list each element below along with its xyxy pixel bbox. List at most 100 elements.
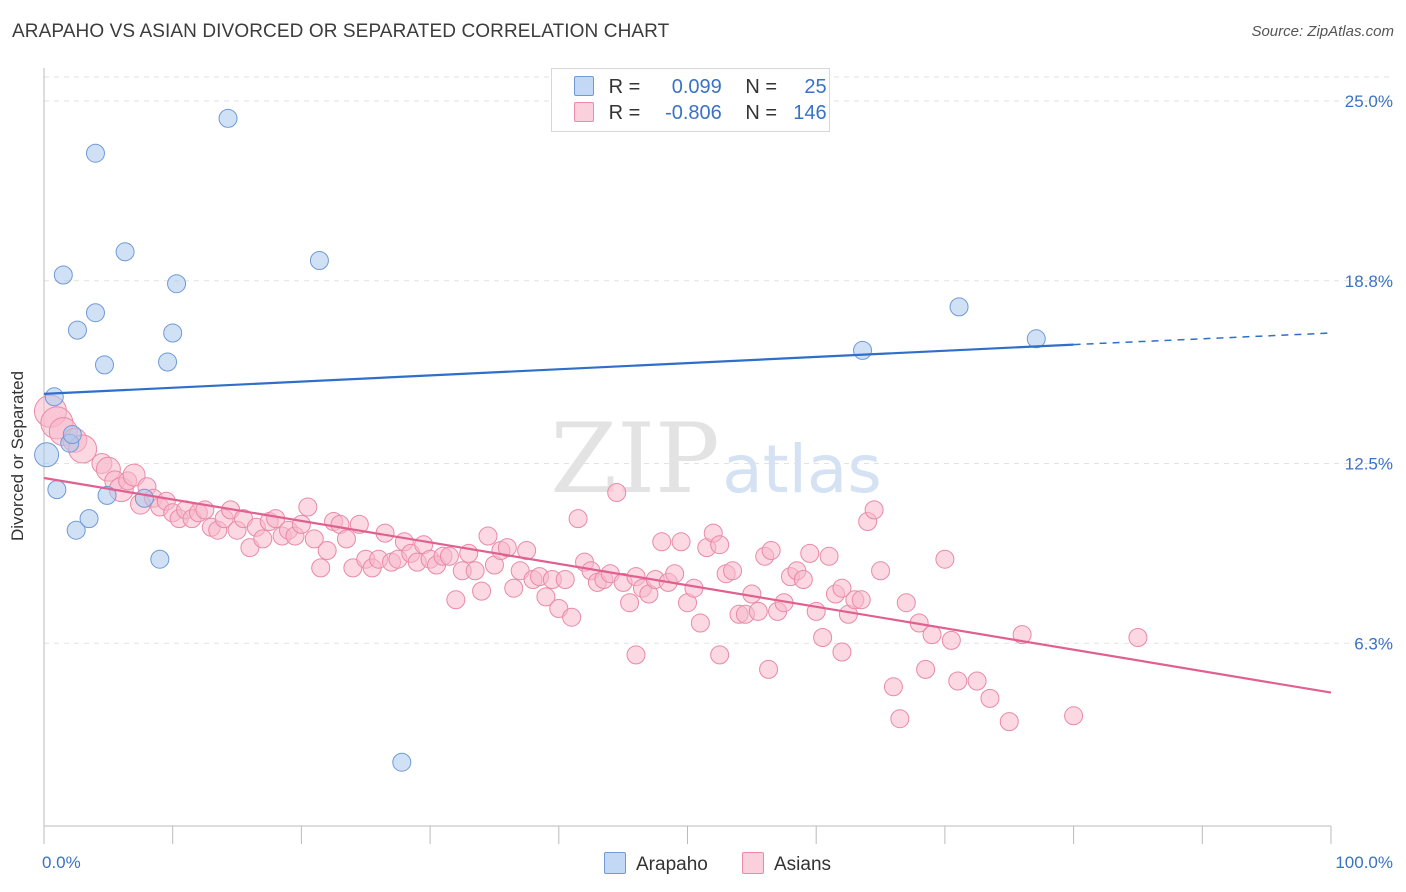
data-point — [1012, 625, 1032, 645]
bottom-legend-swatch-arapaho — [604, 852, 626, 874]
legend-r-value-asians: -0.806 — [665, 102, 722, 124]
data-point — [967, 671, 987, 691]
data-point — [922, 625, 942, 645]
data-point — [218, 108, 238, 128]
data-point — [311, 558, 331, 578]
trend-line-arapaho-extension — [1073, 332, 1332, 346]
data-point — [317, 541, 337, 560]
data-point — [253, 529, 273, 549]
data-point — [832, 578, 852, 598]
x-tick-label-max: 100.0% — [1335, 853, 1393, 872]
data-point — [980, 688, 1000, 708]
legend-n-value-asians: 146 — [793, 102, 827, 124]
y-tick-label: 6.3% — [1354, 634, 1393, 653]
legend-swatch-asians — [574, 102, 594, 122]
watermark-zip: ZIP — [550, 403, 719, 515]
data-point — [949, 297, 969, 317]
data-point — [298, 497, 318, 517]
data-point — [1064, 706, 1084, 726]
data-point — [478, 526, 498, 546]
trend-line-arapaho — [43, 343, 1074, 395]
data-point — [853, 340, 873, 360]
data-point — [819, 546, 839, 566]
data-point — [53, 265, 73, 285]
bottom-legend-label-arapaho: Arapaho — [636, 854, 708, 875]
data-point — [723, 561, 743, 581]
data-point — [568, 509, 588, 529]
data-point — [439, 546, 459, 566]
data-point — [115, 242, 135, 262]
data-point — [607, 483, 627, 502]
x-tick-label-min: 0.0% — [42, 853, 81, 872]
data-point — [446, 590, 466, 610]
series-arapaho-points — [34, 108, 1046, 772]
legend-row-arapaho: R = 0.099 N = 25 — [574, 76, 827, 100]
data-point — [710, 535, 730, 555]
data-point — [465, 561, 485, 581]
data-point — [85, 303, 105, 323]
data-point — [497, 538, 517, 558]
data-point — [813, 628, 833, 647]
data-point — [44, 387, 64, 407]
y-tick-label: 12.5% — [1345, 455, 1393, 474]
trend-lines — [43, 332, 1332, 694]
data-point — [309, 251, 329, 270]
data-point — [79, 509, 99, 529]
legend-n-label: N = — [745, 76, 778, 98]
legend-r-label: R = — [608, 102, 641, 124]
data-point — [800, 543, 820, 563]
data-point — [150, 549, 170, 569]
data-point — [67, 320, 87, 340]
data-point — [66, 520, 86, 540]
data-point — [94, 355, 114, 375]
data-point — [336, 529, 356, 549]
correlation-legend: R = 0.099 N = 25 R = -0.806 N = 146 — [551, 68, 830, 132]
data-point — [710, 645, 730, 665]
data-point — [304, 529, 324, 549]
grid-lines — [44, 76, 1391, 644]
data-point — [620, 593, 640, 613]
data-point — [85, 143, 105, 163]
data-point — [883, 677, 903, 697]
data-point — [999, 712, 1019, 732]
data-point — [562, 607, 582, 627]
data-point — [896, 593, 916, 613]
bottom-legend-asians: Asians — [742, 852, 831, 876]
data-point — [864, 500, 884, 520]
data-point — [761, 541, 781, 560]
data-point — [536, 587, 556, 607]
y-axis-label: Divorced or Separated — [8, 370, 27, 542]
data-point — [97, 485, 117, 505]
data-point — [626, 645, 646, 665]
trend-line-asians — [43, 476, 1332, 694]
data-point — [158, 352, 178, 372]
legend-r-label: R = — [608, 76, 641, 98]
data-point — [291, 514, 311, 534]
legend-n-label: N = — [745, 102, 778, 124]
watermark-atlas: atlas — [722, 431, 882, 508]
legend-n-value-arapaho: 25 — [804, 76, 827, 98]
data-point — [472, 581, 492, 601]
data-point — [748, 601, 768, 621]
data-point — [871, 561, 891, 581]
data-point — [690, 613, 710, 633]
data-point — [948, 671, 968, 691]
data-point — [935, 549, 955, 569]
data-point — [122, 463, 146, 487]
y-tick-label: 25.0% — [1345, 92, 1393, 111]
bottom-legend-arapaho: Arapaho — [604, 852, 708, 876]
data-point — [665, 564, 685, 584]
data-point — [504, 578, 524, 598]
data-point — [652, 532, 672, 552]
data-point — [392, 752, 412, 772]
data-point — [941, 630, 961, 650]
data-point — [167, 274, 187, 294]
data-point — [890, 709, 910, 729]
bottom-legend-swatch-asians — [742, 852, 764, 874]
data-point — [671, 532, 691, 552]
data-point — [1026, 329, 1046, 349]
data-point — [832, 642, 852, 662]
watermark: ZIP atlas — [550, 403, 881, 515]
chart-title: ARAPAHO VS ASIAN DIVORCED OR SEPARATED C… — [12, 21, 670, 42]
